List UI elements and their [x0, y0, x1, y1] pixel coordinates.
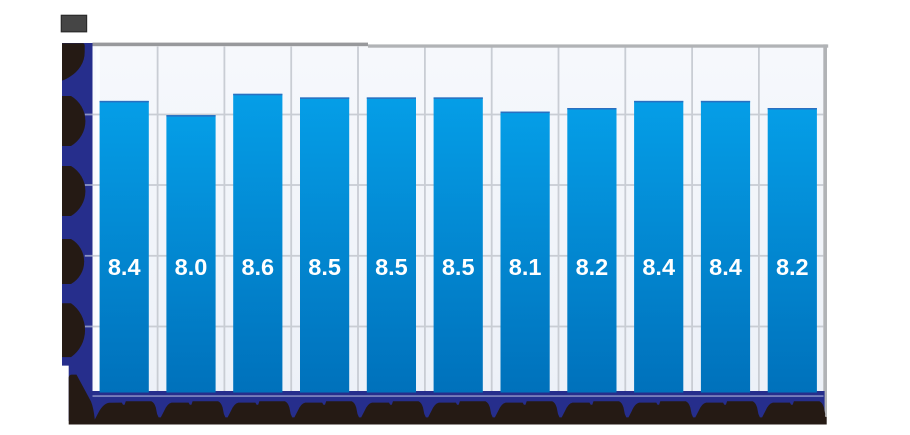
svg-text:8.4: 8.4 — [108, 254, 141, 280]
svg-text:8.4: 8.4 — [709, 254, 742, 280]
svg-text:8.0: 8.0 — [175, 254, 208, 280]
svg-text:8.5: 8.5 — [375, 254, 408, 280]
svg-text:8.5: 8.5 — [308, 254, 341, 280]
svg-text:8.4: 8.4 — [642, 254, 675, 280]
svg-text:8.2: 8.2 — [576, 254, 609, 280]
svg-text:8.5: 8.5 — [442, 254, 475, 280]
svg-text:8.1: 8.1 — [509, 254, 542, 280]
svg-text:8.2: 8.2 — [776, 254, 809, 280]
svg-text:8.6: 8.6 — [241, 254, 274, 280]
